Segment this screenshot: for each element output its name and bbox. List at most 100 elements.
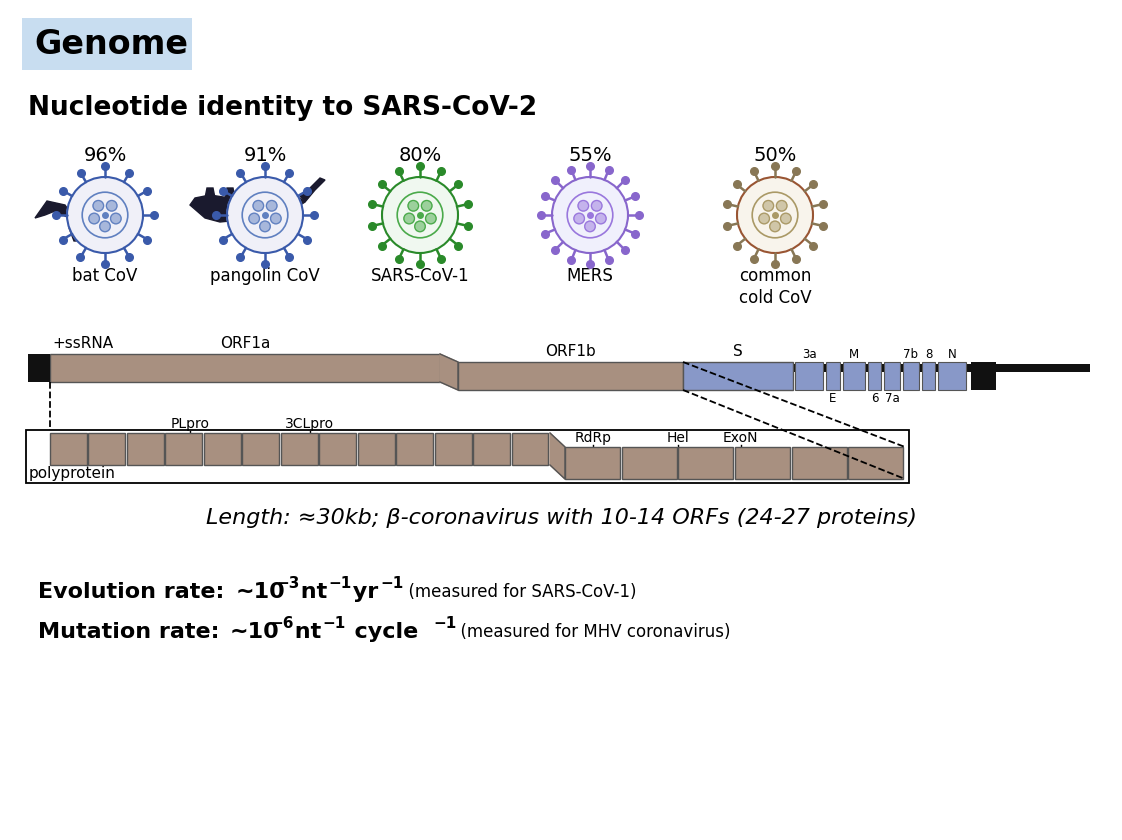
Text: ~10: ~10 (230, 622, 279, 642)
Text: 50%: 50% (753, 146, 797, 165)
Polygon shape (275, 188, 285, 198)
Text: Evolution rate:: Evolution rate: (38, 582, 232, 602)
Text: cycle: cycle (339, 622, 419, 642)
Bar (22, 18, 192, 70)
Text: MERS: MERS (567, 267, 614, 285)
Polygon shape (300, 178, 325, 202)
Circle shape (591, 201, 603, 211)
Polygon shape (205, 188, 215, 198)
Circle shape (227, 177, 303, 253)
Circle shape (252, 201, 264, 211)
Bar (843, 362, 865, 390)
Text: 91%: 91% (243, 146, 287, 165)
Text: 3a: 3a (802, 348, 817, 361)
Text: bat CoV: bat CoV (72, 267, 138, 285)
Text: common
cold CoV: common cold CoV (738, 267, 811, 307)
Text: −1: −1 (433, 617, 457, 632)
Bar (792, 447, 847, 479)
Text: N: N (948, 348, 956, 361)
Bar (679, 447, 734, 479)
Polygon shape (255, 188, 265, 198)
Text: ORF1a: ORF1a (220, 336, 270, 351)
Bar (320, 433, 356, 465)
Circle shape (770, 221, 780, 232)
Bar (358, 433, 395, 465)
Circle shape (415, 221, 425, 232)
Polygon shape (68, 215, 85, 241)
Bar (795, 362, 824, 390)
Circle shape (100, 221, 110, 232)
Circle shape (381, 177, 458, 253)
Circle shape (111, 213, 121, 223)
Circle shape (259, 221, 270, 232)
Text: ~10: ~10 (236, 582, 286, 602)
Text: nt: nt (287, 622, 321, 642)
Circle shape (781, 213, 791, 223)
Text: 7a: 7a (884, 392, 900, 405)
Bar (26, 430, 909, 483)
Polygon shape (226, 188, 234, 198)
Bar (565, 447, 620, 479)
Circle shape (552, 177, 628, 253)
Text: (measured for SARS-CoV-1): (measured for SARS-CoV-1) (398, 583, 636, 601)
Bar (903, 362, 919, 390)
Bar (971, 362, 996, 390)
Bar (848, 447, 903, 479)
Bar (165, 433, 202, 465)
Bar (826, 362, 840, 390)
Bar (458, 362, 683, 390)
Text: 3CLpro: 3CLpro (285, 417, 334, 431)
Bar (434, 433, 471, 465)
Bar (683, 362, 793, 390)
Circle shape (249, 213, 259, 223)
Text: Genome: Genome (34, 28, 188, 60)
Polygon shape (190, 195, 305, 222)
Circle shape (404, 213, 414, 223)
Text: 96%: 96% (83, 146, 127, 165)
Bar (473, 433, 511, 465)
Circle shape (266, 201, 277, 211)
Text: ExoN: ExoN (723, 431, 758, 445)
Circle shape (270, 213, 282, 223)
Circle shape (573, 213, 585, 223)
Bar (922, 362, 935, 390)
Circle shape (107, 201, 117, 211)
Text: −1: −1 (328, 576, 351, 591)
Text: yr: yr (344, 582, 378, 602)
Text: Mutation rate:: Mutation rate: (38, 622, 228, 642)
Text: Hel: Hel (666, 431, 690, 445)
Circle shape (776, 201, 787, 211)
Circle shape (763, 201, 774, 211)
Text: 6: 6 (871, 392, 879, 405)
Circle shape (422, 201, 432, 211)
Circle shape (67, 177, 142, 253)
Bar (28, 364, 1089, 372)
Bar (50, 354, 440, 382)
Bar (280, 433, 318, 465)
Bar (884, 362, 900, 390)
Bar (204, 433, 241, 465)
Bar (396, 433, 433, 465)
Circle shape (408, 201, 419, 211)
Text: −6: −6 (270, 617, 294, 632)
Polygon shape (440, 354, 458, 390)
Bar (242, 433, 279, 465)
Text: Length: ≈30kb; β-coronavirus with 10-14 ORFs (24-27 proteins): Length: ≈30kb; β-coronavirus with 10-14 … (205, 508, 917, 528)
Bar (127, 433, 164, 465)
Circle shape (89, 213, 100, 223)
Text: 7b: 7b (903, 348, 919, 361)
Text: ORF1b: ORF1b (545, 344, 596, 359)
Polygon shape (85, 205, 117, 223)
Text: PLpro: PLpro (171, 417, 210, 431)
Bar (512, 433, 549, 465)
Circle shape (585, 221, 596, 232)
Text: −3: −3 (276, 576, 300, 591)
Circle shape (758, 213, 770, 223)
Text: M: M (849, 348, 859, 361)
Bar (622, 447, 677, 479)
Text: −1: −1 (322, 617, 346, 632)
Bar (868, 362, 881, 390)
Text: pangolin CoV: pangolin CoV (210, 267, 320, 285)
Bar (89, 433, 126, 465)
Text: Nucleotide identity to SARS-CoV-2: Nucleotide identity to SARS-CoV-2 (28, 95, 537, 121)
